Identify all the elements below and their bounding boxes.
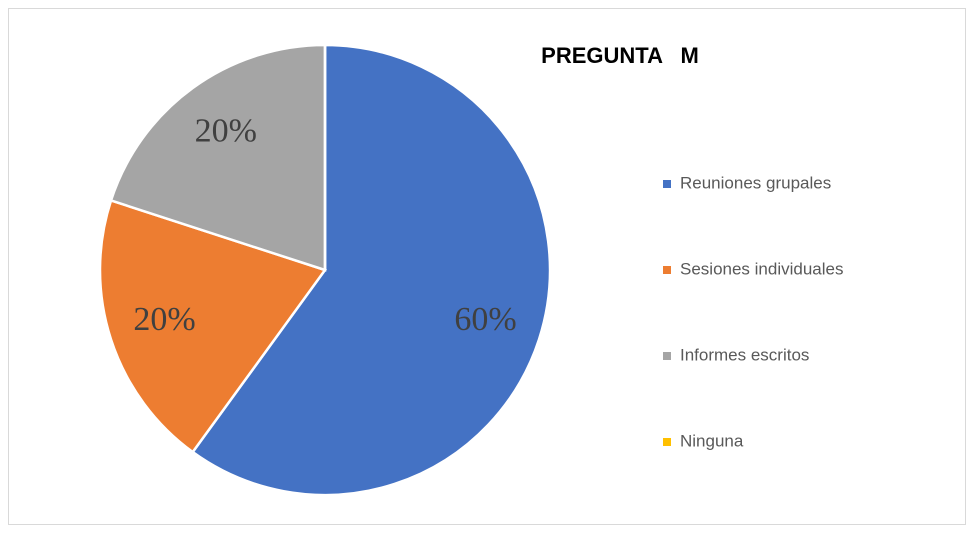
data-label: 20% — [133, 301, 195, 338]
legend-swatch — [663, 266, 671, 274]
pie-slice — [98, 198, 328, 454]
pie-slice — [191, 43, 552, 497]
legend-swatch — [663, 438, 671, 446]
data-label: 20% — [195, 112, 257, 149]
data-label: 60% — [454, 301, 516, 338]
legend-swatch — [663, 180, 671, 188]
legend-label: Informes escritos — [680, 345, 809, 364]
legend-label: Reuniones grupales — [680, 173, 831, 192]
chart-title: PREGUNTA M — [541, 43, 699, 68]
legend-label: Ninguna — [680, 431, 744, 450]
pie-slice — [109, 43, 327, 272]
legend-swatch — [663, 352, 671, 360]
legend-label: Sesiones individuales — [680, 259, 844, 278]
